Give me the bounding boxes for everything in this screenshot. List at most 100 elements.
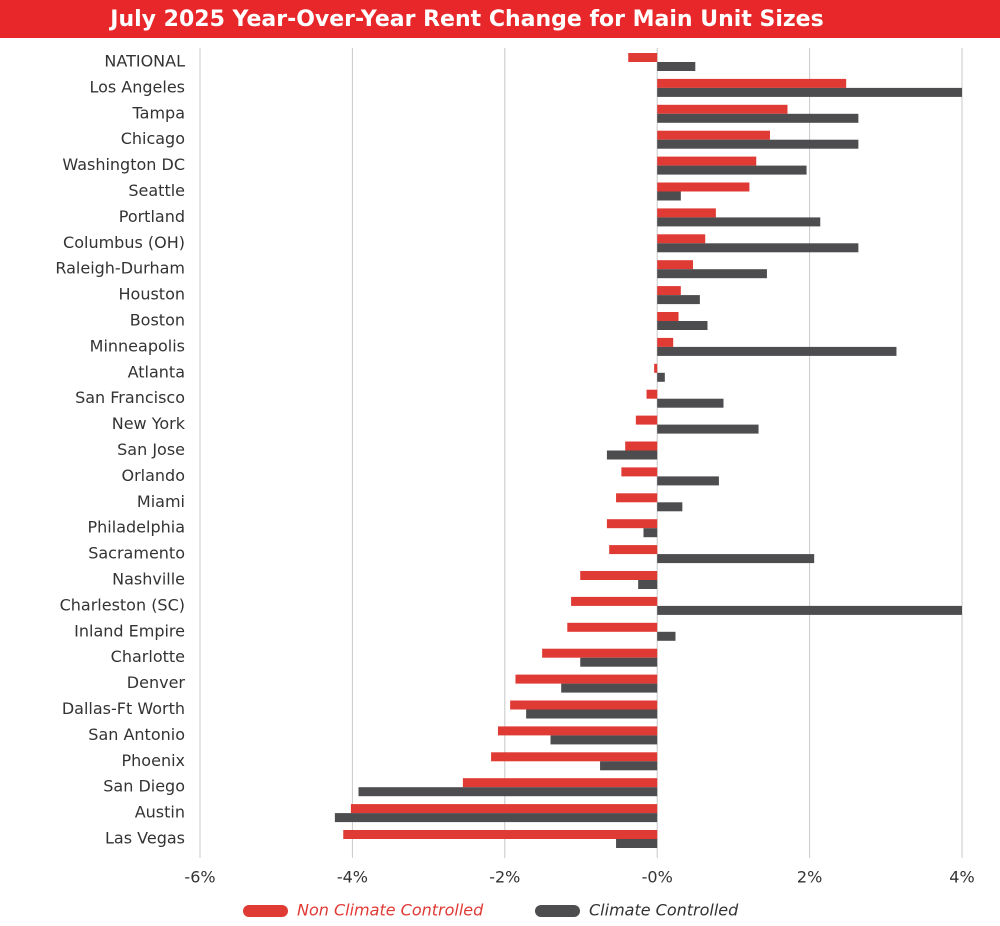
bar	[657, 321, 708, 330]
bar	[657, 424, 759, 434]
bar	[657, 243, 859, 253]
bar	[616, 493, 658, 503]
bar	[657, 130, 770, 140]
bar	[497, 726, 658, 736]
bar	[657, 260, 694, 270]
y-tick-label: Nashville	[112, 570, 185, 589]
x-tick-label: 2%	[797, 868, 822, 887]
y-tick-label: Minneapolis	[90, 336, 185, 355]
bar	[526, 709, 658, 719]
bar	[609, 545, 658, 555]
y-tick-label: San Francisco	[75, 388, 185, 407]
bar	[600, 761, 658, 771]
x-tick-label: -0%	[642, 868, 673, 887]
bar	[657, 234, 706, 244]
bar	[358, 787, 658, 797]
bar	[657, 346, 897, 356]
y-tick-label: NATIONAL	[104, 52, 185, 71]
title-bar	[0, 0, 1000, 38]
bar	[638, 580, 658, 589]
bar	[628, 53, 658, 62]
bar	[657, 631, 676, 641]
bar	[646, 389, 658, 399]
legend-label: Non Climate Controlled	[297, 901, 484, 920]
bar	[657, 165, 807, 175]
y-tick-label: Phoenix	[122, 751, 185, 770]
bar	[606, 450, 658, 460]
legend-swatch	[535, 905, 580, 917]
bar	[334, 813, 658, 823]
bar	[561, 683, 658, 693]
bar	[657, 104, 788, 114]
bar	[550, 735, 658, 745]
bar	[657, 554, 815, 564]
bar	[643, 528, 658, 538]
y-tick-label: Columbus (OH)	[63, 233, 185, 252]
bar	[350, 804, 658, 814]
y-tick-label: Chicago	[121, 129, 185, 148]
bar	[657, 62, 696, 71]
bar	[657, 269, 767, 279]
x-tick-label: -6%	[184, 868, 215, 887]
bar	[462, 778, 658, 788]
bar	[657, 191, 681, 201]
bar	[606, 519, 658, 529]
bar	[657, 208, 716, 218]
x-tick-label: -4%	[337, 868, 368, 887]
bar	[571, 596, 658, 606]
y-tick-label: Raleigh-Durham	[55, 259, 185, 278]
bar	[657, 78, 847, 88]
bar	[580, 657, 658, 667]
bar	[657, 113, 859, 123]
bar	[657, 156, 757, 166]
y-tick-label: Inland Empire	[74, 621, 185, 640]
bar	[567, 622, 658, 632]
bar	[621, 467, 658, 477]
bar	[580, 571, 658, 580]
y-tick-label: Denver	[127, 673, 186, 692]
y-tick-label: Orlando	[121, 466, 185, 485]
y-tick-label: Washington DC	[62, 155, 185, 174]
y-tick-label: Tampa	[132, 103, 185, 122]
bar	[657, 502, 683, 512]
y-tick-label: Houston	[119, 285, 186, 304]
y-tick-label: Miami	[137, 492, 185, 511]
y-tick-label: Seattle	[128, 181, 185, 200]
bar	[657, 337, 674, 347]
y-tick-label: Austin	[135, 803, 185, 822]
bar	[657, 286, 681, 296]
x-tick-label: 4%	[949, 868, 974, 887]
y-tick-label: New York	[112, 414, 186, 433]
bar	[635, 415, 658, 425]
bar	[657, 476, 719, 486]
y-tick-label: Charlotte	[111, 647, 185, 666]
y-tick-label: Atlanta	[128, 362, 185, 381]
bar	[657, 312, 679, 321]
bar	[657, 372, 665, 382]
y-tick-label: San Antonio	[88, 725, 185, 744]
y-tick-label: Los Angeles	[89, 77, 185, 96]
legend-swatch	[243, 905, 288, 917]
y-tick-label: Las Vegas	[105, 829, 185, 848]
y-tick-label: Portland	[119, 207, 185, 226]
bar	[657, 295, 700, 305]
legend-label: Climate Controlled	[589, 901, 739, 920]
bar	[657, 182, 750, 192]
bar	[515, 674, 658, 684]
bar	[343, 830, 658, 839]
bar	[657, 87, 962, 97]
y-tick-label: Philadelphia	[88, 518, 185, 537]
bar	[657, 605, 962, 615]
bar	[616, 839, 658, 848]
y-tick-label: Boston	[130, 311, 185, 330]
bar	[510, 700, 658, 710]
bar	[657, 398, 724, 408]
bar	[654, 363, 658, 373]
bar	[625, 441, 658, 451]
bar	[491, 752, 658, 762]
y-tick-label: San Diego	[103, 777, 185, 796]
x-tick-label: -2%	[489, 868, 520, 887]
chart-title: July 2025 Year-Over-Year Rent Change for…	[108, 7, 823, 32]
bar	[657, 139, 859, 149]
y-tick-label: San Jose	[117, 440, 185, 459]
